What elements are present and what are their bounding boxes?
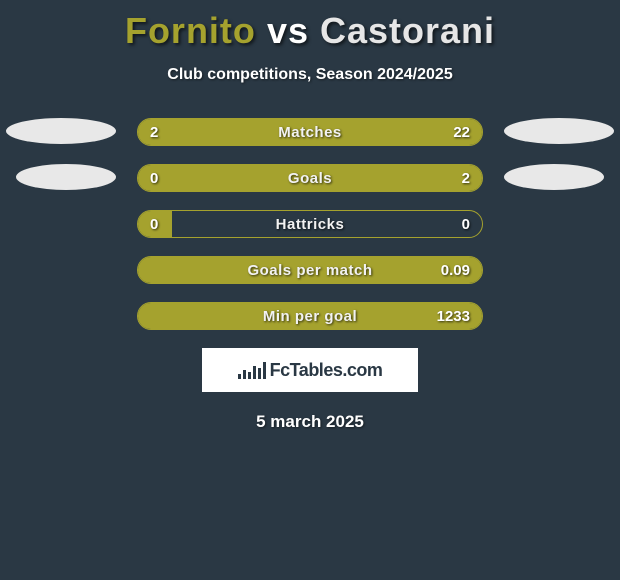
player2-badge-bottom (504, 164, 604, 190)
stat-row: Min per goal 1233 (137, 302, 483, 330)
player1-badge-bottom (16, 164, 116, 190)
player2-badge-top (504, 118, 614, 144)
date-line: 5 march 2025 (0, 412, 620, 432)
stat-value-right: 2 (462, 165, 470, 192)
brand-chart-icon (238, 361, 266, 379)
stat-label: Min per goal (138, 303, 482, 330)
stat-rows: 2 Matches 22 0 Goals 2 0 Hattricks 0 Goa… (137, 118, 483, 330)
brand-inner: FcTables.com (238, 360, 383, 381)
player2-name: Castorani (320, 10, 495, 51)
stat-row: 2 Matches 22 (137, 118, 483, 146)
stat-value-right: 0.09 (441, 257, 470, 284)
subtitle: Club competitions, Season 2024/2025 (0, 66, 620, 84)
vs-separator: vs (267, 10, 309, 51)
stat-label: Goals per match (138, 257, 482, 284)
stats-stage: 2 Matches 22 0 Goals 2 0 Hattricks 0 Goa… (0, 118, 620, 330)
brand-badge[interactable]: FcTables.com (202, 348, 418, 392)
stat-value-right: 22 (453, 119, 470, 146)
stat-row: 0 Hattricks 0 (137, 210, 483, 238)
stat-row: 0 Goals 2 (137, 164, 483, 192)
brand-text: FcTables.com (270, 360, 383, 381)
stat-label: Hattricks (138, 211, 482, 238)
stat-value-right: 1233 (437, 303, 470, 330)
stat-label: Goals (138, 165, 482, 192)
stat-value-right: 0 (462, 211, 470, 238)
player1-badge-top (6, 118, 116, 144)
player1-name: Fornito (125, 10, 256, 51)
stat-label: Matches (138, 119, 482, 146)
comparison-title: Fornito vs Castorani (0, 0, 620, 52)
stat-row: Goals per match 0.09 (137, 256, 483, 284)
